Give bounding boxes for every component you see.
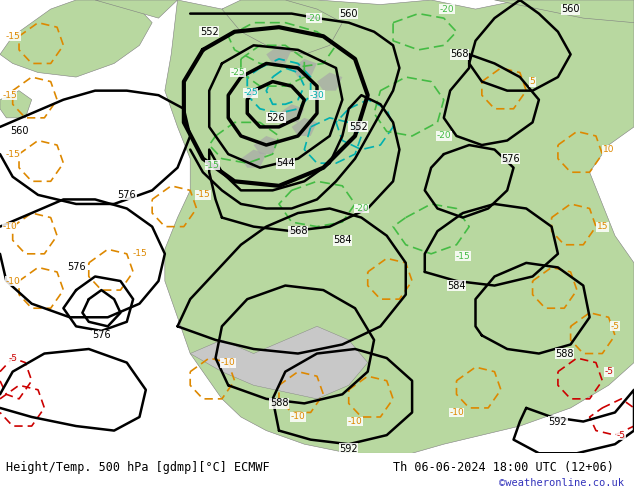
Text: 15: 15 bbox=[597, 222, 608, 231]
Text: 592: 592 bbox=[339, 444, 358, 454]
Text: 552: 552 bbox=[349, 122, 368, 132]
Text: -10: -10 bbox=[2, 222, 17, 231]
Text: -25: -25 bbox=[243, 88, 258, 98]
Text: -10: -10 bbox=[221, 358, 236, 367]
Text: -15: -15 bbox=[455, 251, 470, 261]
Text: 588: 588 bbox=[555, 348, 574, 359]
Text: -5: -5 bbox=[617, 431, 626, 440]
Text: 592: 592 bbox=[548, 416, 567, 426]
Text: 560: 560 bbox=[561, 4, 580, 14]
Text: 526: 526 bbox=[266, 113, 285, 123]
Polygon shape bbox=[317, 73, 342, 91]
Polygon shape bbox=[254, 136, 279, 154]
Text: -10: -10 bbox=[449, 408, 464, 417]
Polygon shape bbox=[292, 118, 317, 136]
Polygon shape bbox=[0, 0, 152, 77]
Text: -20: -20 bbox=[436, 131, 451, 141]
Text: -15: -15 bbox=[2, 91, 17, 99]
Polygon shape bbox=[266, 46, 292, 63]
Polygon shape bbox=[241, 149, 266, 168]
Polygon shape bbox=[0, 91, 32, 118]
Text: 576: 576 bbox=[501, 154, 520, 164]
Text: -10: -10 bbox=[347, 417, 363, 426]
Text: -5: -5 bbox=[8, 354, 17, 363]
Text: Th 06-06-2024 18:00 UTC (12+06): Th 06-06-2024 18:00 UTC (12+06) bbox=[393, 462, 614, 474]
Polygon shape bbox=[292, 59, 317, 77]
Text: -15: -15 bbox=[205, 161, 220, 170]
Text: 568: 568 bbox=[450, 49, 469, 59]
Text: -20: -20 bbox=[439, 4, 455, 14]
Text: Height/Temp. 500 hPa [gdmp][°C] ECMWF: Height/Temp. 500 hPa [gdmp][°C] ECMWF bbox=[6, 462, 270, 474]
Text: 560: 560 bbox=[10, 126, 29, 136]
Text: -10: -10 bbox=[5, 276, 20, 286]
Text: -10: -10 bbox=[290, 413, 306, 421]
Text: -25: -25 bbox=[230, 68, 245, 77]
Text: 544: 544 bbox=[276, 158, 295, 168]
Polygon shape bbox=[95, 0, 178, 18]
Text: -15: -15 bbox=[132, 249, 147, 258]
Text: -5: -5 bbox=[604, 367, 613, 376]
Polygon shape bbox=[165, 0, 634, 453]
Polygon shape bbox=[190, 326, 368, 399]
Polygon shape bbox=[279, 104, 304, 122]
Text: -20: -20 bbox=[354, 204, 369, 213]
Text: -20: -20 bbox=[306, 14, 321, 23]
Text: 576: 576 bbox=[117, 190, 136, 200]
Text: 584: 584 bbox=[333, 235, 352, 245]
Text: 560: 560 bbox=[339, 9, 358, 19]
Text: 588: 588 bbox=[269, 398, 288, 408]
Text: 552: 552 bbox=[200, 27, 219, 37]
Text: 10: 10 bbox=[603, 145, 614, 154]
Text: -15: -15 bbox=[5, 32, 20, 41]
Polygon shape bbox=[222, 0, 342, 54]
Text: 576: 576 bbox=[92, 330, 111, 341]
Polygon shape bbox=[495, 0, 634, 23]
Text: 568: 568 bbox=[288, 226, 307, 236]
Text: -15: -15 bbox=[5, 149, 20, 159]
Text: 576: 576 bbox=[67, 263, 86, 272]
Text: 5: 5 bbox=[529, 77, 536, 86]
Text: 584: 584 bbox=[447, 281, 466, 291]
Text: ©weatheronline.co.uk: ©weatheronline.co.uk bbox=[500, 478, 624, 488]
Text: -15: -15 bbox=[195, 191, 210, 199]
Text: -30: -30 bbox=[309, 91, 325, 99]
Text: -5: -5 bbox=[611, 322, 619, 331]
